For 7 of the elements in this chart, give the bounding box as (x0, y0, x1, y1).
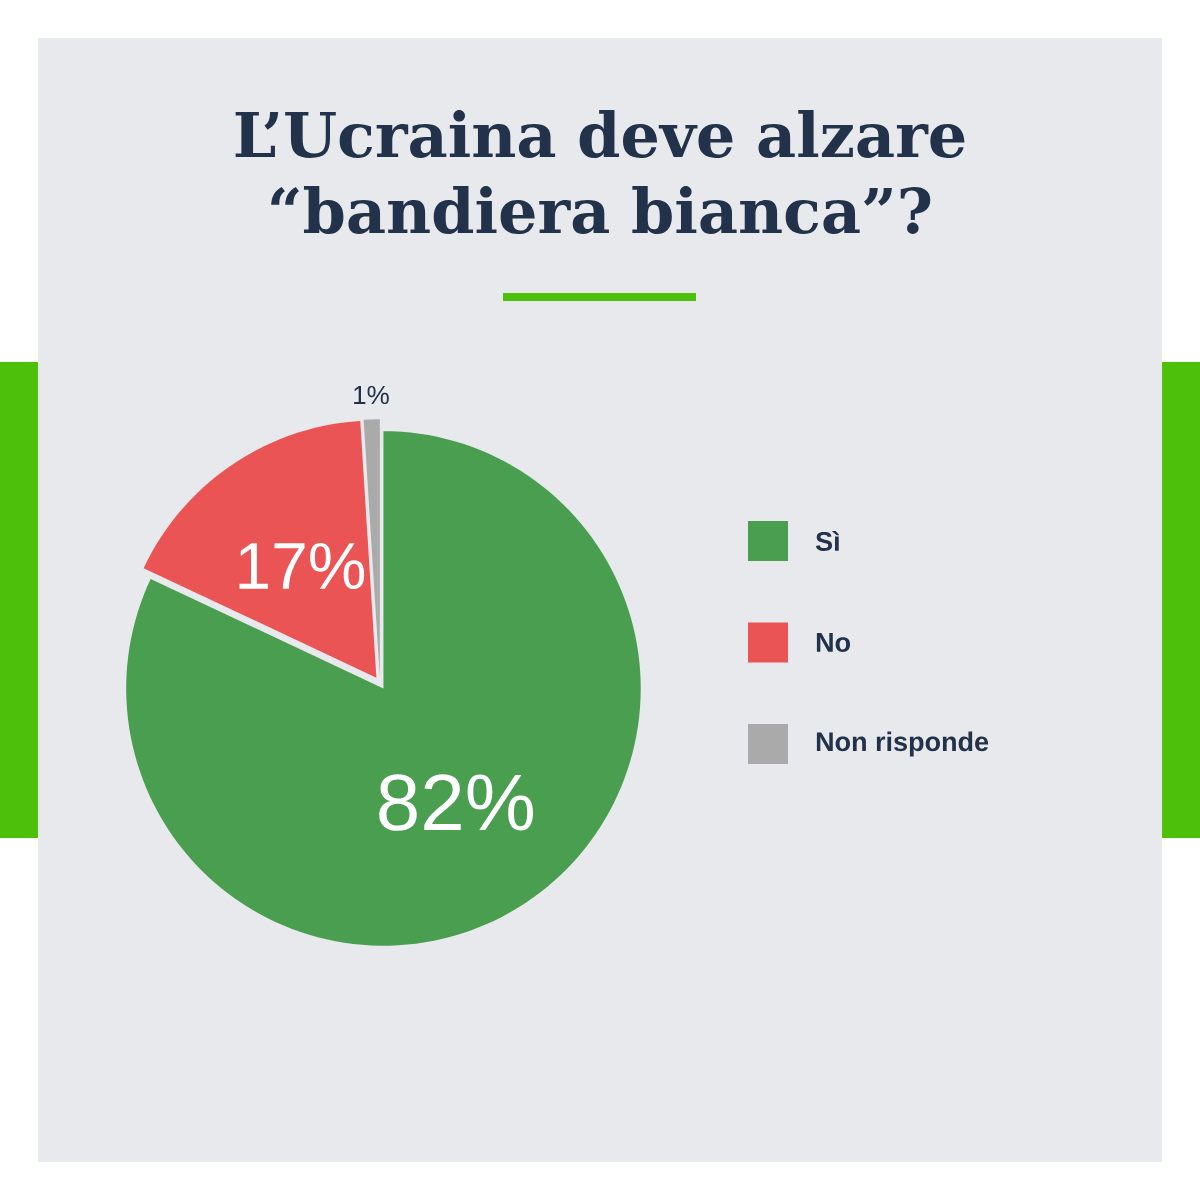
legend-label: Non risponde (816, 731, 989, 757)
legend-label: Sì (815, 530, 839, 552)
data-label: 17% (239, 542, 365, 590)
legend-label: No (816, 633, 850, 652)
data-label: 1% (354, 385, 389, 405)
chart-title: L’Ucraina deve alzare “bandiera bianca”? (235, 110, 965, 234)
data-label: 82% (379, 774, 533, 831)
